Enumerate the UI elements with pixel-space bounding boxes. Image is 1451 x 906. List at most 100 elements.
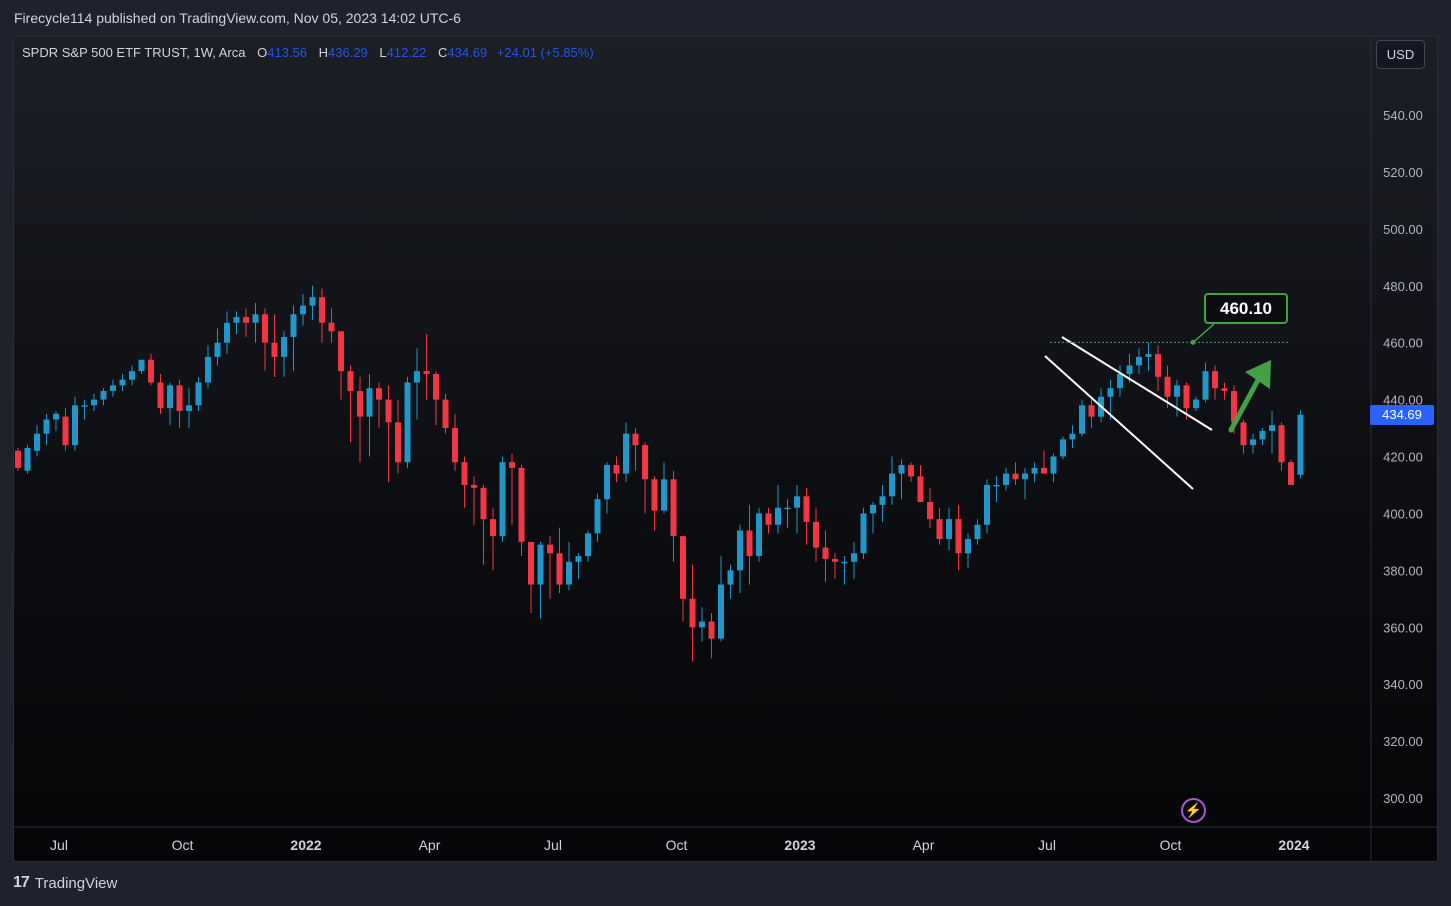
x-tick-label: Jul [544,837,562,853]
candle-body [309,297,316,306]
candle [1136,348,1142,374]
candle-body [157,382,164,409]
candle [1012,462,1019,485]
candle-body [594,499,601,534]
candle [1221,382,1228,400]
candle [509,453,515,525]
lightning-icon[interactable]: ⚡ [1181,798,1206,823]
open-value: 413.56 [267,45,307,60]
candle-body [984,484,990,525]
candle [984,479,990,534]
candle [91,393,97,411]
candle-body [414,371,420,383]
candle [670,470,677,562]
symbol-title: SPDR S&P 500 ETF TRUST, 1W, Arca [22,45,246,60]
candle-body [537,544,544,585]
candle [15,447,21,471]
candle-body [1269,425,1275,431]
target-price-label[interactable]: 460.10 [1204,293,1288,324]
x-tick-label: Oct [172,837,194,853]
candle-body [138,359,145,372]
x-tick-label: 2023 [784,837,815,853]
candle [205,345,211,389]
high-label: H [318,45,329,60]
candle-body [585,533,591,557]
candle-body [575,556,582,562]
candle [1117,365,1123,397]
candle-body [1297,414,1304,475]
candle-body [699,621,705,628]
candle [680,536,686,622]
candle [851,541,857,579]
candle-body [433,373,439,400]
candle-body [461,462,468,485]
footer-brand[interactable]: 17 TradingView [13,874,117,892]
candle [62,408,69,451]
candle [547,536,553,599]
candle-body [936,519,943,540]
candle-body [1183,385,1190,409]
candle [1164,365,1171,409]
candle [708,613,715,659]
candle [936,507,943,545]
candle-body [727,570,734,585]
candle-body [328,322,335,332]
candle [1269,410,1275,454]
candle-body [528,541,534,585]
candle-body [186,405,192,411]
candle-body [566,561,572,585]
candle-body [670,479,677,537]
currency-button[interactable]: USD [1376,40,1425,69]
candle [898,459,905,500]
candle [746,504,753,585]
candle-body [1050,456,1057,474]
y-tick-label: 500.00 [1383,222,1423,237]
candle [366,373,373,457]
candle [395,399,401,474]
candle-body [775,507,781,525]
candle [1202,362,1209,403]
candle-body [214,342,221,357]
candle-body [604,465,610,500]
x-tick-label: Oct [1160,837,1182,853]
candle-body [119,379,126,386]
candle [1155,345,1161,392]
candle-body [1003,473,1009,485]
candle [138,359,145,374]
candle-body [1069,433,1076,440]
tv-logo-icon: 17 [13,874,30,891]
candle-body [851,553,857,562]
candle [775,484,781,534]
brand-name: TradingView [34,874,118,892]
y-tick-label: 420.00 [1383,450,1423,465]
candle [1297,410,1304,479]
chart-frame[interactable] [13,36,1438,862]
candle-body [898,465,905,474]
candle [870,502,876,534]
candle-body [832,558,838,562]
candle-body [395,422,401,463]
candle-body [357,391,363,417]
last-price-tag: 434.69 [1370,405,1434,425]
candle [908,462,914,483]
candle-body [1250,439,1256,446]
candle [1050,453,1057,483]
x-tick-label: Oct [666,837,688,853]
candle [300,294,306,326]
candle-body [927,502,933,520]
candle-body [718,584,724,639]
candle-body [1136,356,1142,366]
candle [347,365,354,443]
candle [1240,419,1247,454]
open-label: O [257,45,268,60]
candle-body [338,331,344,372]
candle [594,493,601,542]
candle [1069,425,1076,448]
candle [252,302,259,343]
candle-body [661,479,667,511]
candle-body [974,524,981,540]
candle [414,348,420,420]
candle [1259,428,1266,446]
candle-body [889,473,895,497]
